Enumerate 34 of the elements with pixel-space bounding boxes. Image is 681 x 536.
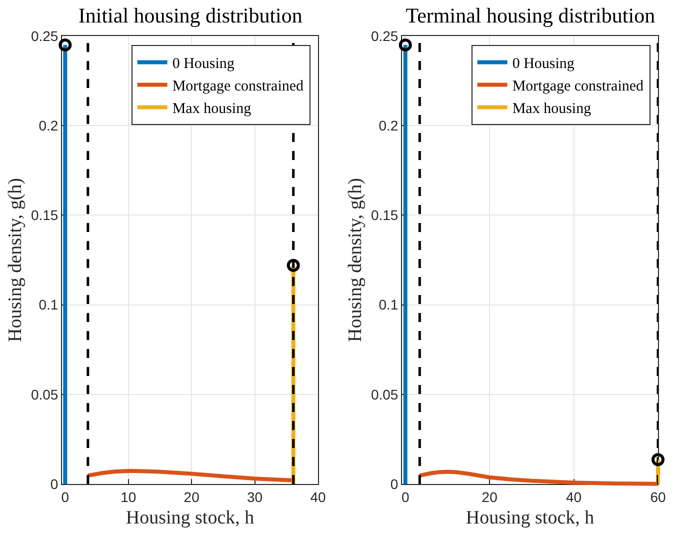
x-tick-label: 30 (247, 488, 263, 505)
legend-label: Max housing (172, 101, 252, 118)
y-axis-title: Housing density, g(h) (4, 178, 26, 342)
y-tick-label: 0.05 (30, 386, 58, 402)
line-series (418, 470, 660, 486)
legend-label: Mortgage constrained (512, 78, 644, 95)
y-tick-label: 0.25 (30, 28, 58, 44)
legend-label: 0 Housing (172, 56, 235, 72)
y-tick-label: 0.2 (378, 118, 398, 134)
y-tick-label: 0.25 (370, 28, 398, 44)
legend-label: Max housing (512, 101, 592, 118)
y-tick-label: 0.1 (38, 296, 58, 313)
y-tick-label: 0 (50, 476, 58, 492)
x-tick-label: 0 (401, 488, 410, 505)
x-tick-label: 40 (310, 488, 326, 505)
chart-title: Initial housing distribution (78, 4, 303, 28)
x-tick-label: 20 (184, 488, 200, 505)
y-tick-label: 0.15 (30, 207, 58, 224)
x-tick-label: 60 (650, 488, 666, 505)
x-axis-title: Housing stock, h (466, 508, 595, 529)
y-tick-label: 0.1 (378, 296, 398, 313)
x-tick-label: 10 (120, 488, 136, 505)
y-tick-label: 0.05 (370, 386, 398, 402)
y-tick-label: 0.15 (370, 207, 398, 224)
x-axis-title: Housing stock, h (126, 508, 255, 529)
y-tick-label: 0 (390, 476, 398, 492)
chart-title: Terminal housing distribution (406, 4, 656, 28)
legend-label: Mortgage constrained (172, 78, 304, 95)
y-axis-title: Housing density, g(h) (344, 178, 366, 342)
legend-label: 0 Housing (512, 56, 575, 72)
y-tick-label: 0.2 (38, 118, 58, 134)
x-tick-label: 20 (482, 488, 498, 505)
x-tick-label: 40 (566, 488, 582, 505)
x-tick-label: 0 (61, 488, 70, 505)
